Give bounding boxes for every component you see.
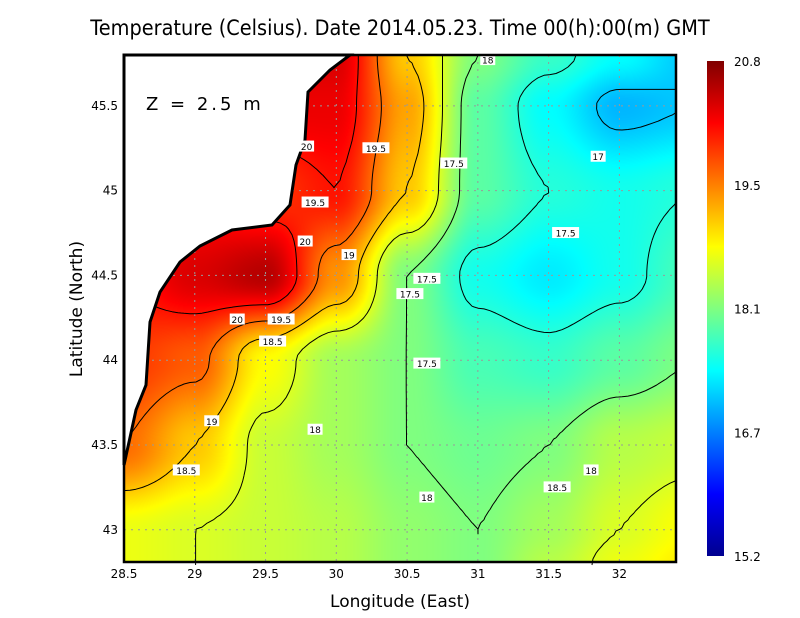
- y-tick-label: 43: [103, 523, 118, 537]
- contour-label: 17.5: [444, 160, 464, 170]
- contour-label: 17.5: [556, 230, 576, 240]
- contour-label: 18: [421, 494, 433, 504]
- contour-line-17-5: [459, 54, 677, 334]
- colorbar: [707, 61, 724, 556]
- y-axis-label: Latitude (North): [67, 241, 87, 377]
- x-tick-label: 30: [329, 567, 344, 581]
- contour-label-bg: [480, 54, 496, 66]
- x-tick-label: 29.5: [252, 567, 279, 581]
- contour-label: 19: [343, 252, 355, 262]
- contour-label: 17: [592, 153, 603, 163]
- colorbar-ticks: 20.8 19.5 18.1 16.7 15.2: [734, 55, 761, 564]
- colorbar-tick-label: 20.8: [734, 55, 761, 69]
- contour-label-bg: [543, 481, 571, 493]
- contour-label: 20: [301, 143, 313, 153]
- y-axis-ticks: 43 43.5 44 44.5 45 45.5: [91, 99, 118, 537]
- x-tick-label: 28.5: [111, 567, 138, 581]
- x-axis-label: Longitude (East): [330, 592, 470, 612]
- contour-label-bg: [552, 227, 580, 239]
- x-tick-label: 29: [187, 567, 202, 581]
- contour-label: 18.5: [263, 338, 283, 348]
- contour-label-bg: [299, 140, 315, 152]
- contour-label-bg: [396, 288, 424, 300]
- contour-label: 20: [299, 238, 311, 248]
- contour-label-bg: [229, 313, 245, 325]
- x-tick-label: 30.5: [394, 567, 421, 581]
- y-tick-label: 45: [103, 184, 118, 198]
- contour-label: 18: [482, 57, 494, 67]
- contour-label: 19: [206, 418, 218, 428]
- land-mask: [122, 53, 355, 466]
- contour-label-bg: [297, 235, 313, 247]
- contour-labels: 18 19.5 20 17.5 17 19.5 20 17.5 19 17.5 17.5 20 19.5…: [172, 54, 606, 504]
- y-tick-label: 44.5: [91, 268, 118, 282]
- contour-label-bg: [259, 335, 287, 347]
- contour-label-bg: [307, 423, 323, 435]
- colorbar-tick-label: 16.7: [734, 426, 761, 440]
- contour-label-bg: [204, 415, 220, 427]
- y-tick-label: 43.5: [91, 438, 118, 452]
- contour-label: 18.5: [547, 484, 567, 494]
- chart-title: Temperature (Celsius). Date 2014.05.23. …: [90, 16, 710, 40]
- contour-label: 17.5: [400, 291, 420, 301]
- depth-annotation: Z = 2.5 m: [146, 94, 264, 115]
- contour-label-bg: [301, 196, 329, 208]
- contour-label-bg: [267, 313, 295, 325]
- colorbar-tick-label: 18.1: [734, 303, 761, 317]
- contour-label-bg: [413, 272, 441, 284]
- y-tick-label: 45.5: [91, 99, 118, 113]
- contour-label-bg: [590, 150, 606, 162]
- contour-label-bg: [172, 464, 200, 476]
- x-tick-label: 32: [612, 567, 627, 581]
- x-axis-ticks: 28.5 29 29.5 30 30.5 31 31.5 32: [111, 567, 627, 581]
- contour-label: 17.5: [417, 360, 437, 370]
- x-tick-label: 31: [470, 567, 485, 581]
- colorbar-tick-label: 19.5: [734, 179, 761, 193]
- contour-label: 18.5: [176, 467, 196, 477]
- contour-label-bg: [419, 491, 435, 503]
- contour-line-18-5: [195, 55, 677, 566]
- y-tick-label: 44: [103, 353, 118, 367]
- contour-label: 20: [232, 316, 244, 326]
- contour-line-17: [596, 88, 677, 131]
- plot-frame: [122, 53, 678, 564]
- contour-label: 19.5: [305, 199, 325, 209]
- contour-label-bg: [362, 142, 390, 154]
- contour-label: 17.5: [417, 275, 437, 285]
- contour-label: 18: [309, 426, 321, 436]
- colorbar-tick-label: 15.2: [734, 550, 761, 564]
- contour-line-18: [405, 54, 677, 535]
- contour-label: 19.5: [366, 145, 386, 155]
- contour-label-bg: [413, 357, 441, 369]
- contour-label: 18: [585, 467, 597, 477]
- contour-label-bg: [341, 249, 357, 261]
- contour-label-bg: [583, 464, 599, 476]
- contour-label: 19.5: [271, 316, 291, 326]
- x-tick-label: 31.5: [535, 567, 562, 581]
- contour-label-bg: [440, 157, 468, 169]
